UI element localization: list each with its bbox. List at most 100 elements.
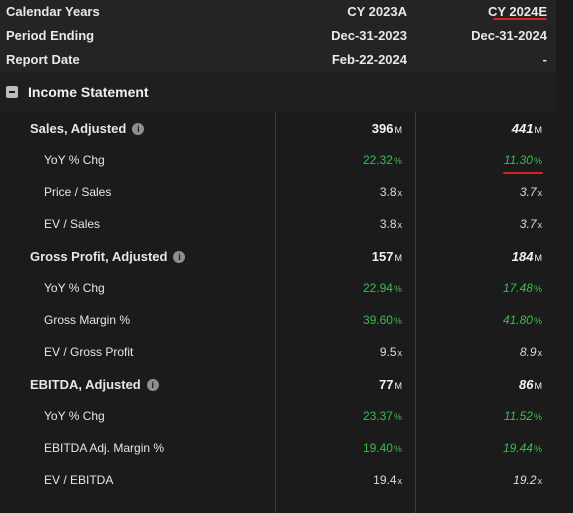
value-number: 3.8 [379,185,397,199]
metric-row: EBITDA, Adjusted i 77M 86M [0,369,556,401]
value-number: 39.60 [362,313,393,327]
value-unit: % [393,412,402,422]
value-unit: M [394,381,403,391]
value-number: 22.94 [362,281,393,295]
sub-metric-row: Gross Margin % 39.60% 41.80% [0,305,556,337]
col2-value: 3.7x [520,217,542,231]
metric-label-text: Sales, Adjusted [30,121,127,136]
value-number: 441 [511,121,534,136]
sub-metric-row: EBITDA Adj. Margin % 19.40% 19.44% [0,433,556,465]
col2-value: 8.9x [520,345,542,359]
metric-label: EBITDA, Adjusted i [30,377,159,392]
col1-value: 77M [379,377,402,392]
metric-row: Sales, Adjusted i 396M 441M [0,113,556,145]
section-title: Income Statement [28,84,149,100]
metric-label: EV / Gross Profit [44,345,133,359]
scrollbar[interactable] [556,0,573,513]
metric-label-text: EBITDA Adj. Margin % [44,441,165,455]
metric-label-text: EV / EBITDA [44,473,114,487]
col1-value: 19.40% [363,441,402,455]
value-number: 22.32 [362,153,393,167]
value-unit: M [534,253,543,263]
value-number: 3.7 [519,217,537,231]
col2-value: 19.44% [503,441,542,455]
value-unit: x [397,220,403,230]
col1-value: 39.60% [363,313,402,327]
col1-period: Dec-31-2023 [331,28,407,43]
metric-row: Gross Profit, Adjusted i 157M 184M [0,241,556,273]
col2-value: 441M [512,121,542,136]
sub-metric-row: EV / Gross Profit 9.5x 8.9x [0,337,556,369]
sub-metric-row: YoY % Chg 22.32% 11.30% [0,145,556,177]
value-unit: x [397,348,403,358]
col2-value: 19.2x [513,473,542,487]
metric-label: Sales, Adjusted i [30,121,145,136]
value-number: 17.48 [502,281,533,295]
value-unit: x [537,348,543,358]
income-statement-section-header[interactable]: Income Statement [0,72,556,112]
column-divider [415,112,416,513]
metric-label-text: Gross Profit, Adjusted [30,249,168,264]
col1-value: 22.32% [363,153,402,167]
col1-value: 23.37% [363,409,402,423]
col2-period: Dec-31-2024 [471,28,547,43]
report-date-label: Report Date [6,52,80,67]
value-number: 11.30 [503,153,533,167]
col2-year: CY 2024E [487,4,547,19]
metric-label: YoY % Chg [44,153,105,167]
col1-value: 3.8x [380,185,402,199]
collapse-icon[interactable] [6,86,18,98]
calendar-years-label: Calendar Years [6,4,100,19]
value-unit: % [393,316,402,326]
col2-value: 3.7x [520,185,542,199]
value-number: 8.9 [519,345,537,359]
info-icon[interactable]: i [173,251,186,263]
value-number: 19.4 [373,473,397,487]
col2-value: 86M [519,377,542,392]
value-number: 19.40 [362,441,393,455]
metric-label-text: YoY % Chg [44,409,105,423]
col1-value: 396M [372,121,402,136]
metric-label-text: EV / Sales [44,217,101,231]
value-unit: M [394,253,403,263]
value-unit: % [533,316,542,326]
col1-value: 9.5x [380,345,402,359]
col1-value: 22.94% [363,281,402,295]
value-number: 11.52 [503,409,533,423]
value-unit: % [533,156,542,166]
value-number: 9.5 [379,345,397,359]
col2-value: 184M [512,249,542,264]
value-number: 19.44 [502,441,533,455]
metric-label: EV / Sales [44,217,100,231]
value-unit: x [397,476,403,486]
col2-value: 17.48% [503,281,542,295]
value-number: 3.8 [379,217,397,231]
value-unit: % [393,156,402,166]
sub-metric-row: EV / EBITDA 19.4x 19.2x [0,465,556,497]
metric-label: YoY % Chg [44,409,105,423]
col1-year: CY 2023A [347,4,407,19]
value-number: 23.37 [362,409,393,423]
sub-metric-row: YoY % Chg 22.94% 17.48% [0,273,556,305]
col1-value: 19.4x [373,473,402,487]
column-divider [275,112,276,513]
value-number: 77 [379,377,394,392]
metric-label: EBITDA Adj. Margin % [44,441,164,455]
header-row-calendar-years: Calendar Years CY 2023A CY 2024E [0,0,556,24]
metric-label: Gross Margin % [44,313,130,327]
value-unit: x [537,476,543,486]
info-icon[interactable]: i [132,123,145,135]
value-number: 86 [519,377,534,392]
sub-metric-row: EV / Sales 3.8x 3.7x [0,209,556,241]
info-icon[interactable]: i [146,379,159,391]
col1-value: 157M [372,249,402,264]
value-number: 3.7 [519,185,537,199]
red-underline-annotation [493,18,547,20]
col1-value: 3.8x [380,217,402,231]
metric-label: YoY % Chg [44,281,105,295]
metric-label: Gross Profit, Adjusted i [30,249,186,264]
header-row-period-ending: Period Ending Dec-31-2023 Dec-31-2024 [0,24,556,48]
col2-value: 11.30% [504,153,542,167]
col2-report: - [542,52,547,67]
col2-value: 11.52% [504,409,542,423]
